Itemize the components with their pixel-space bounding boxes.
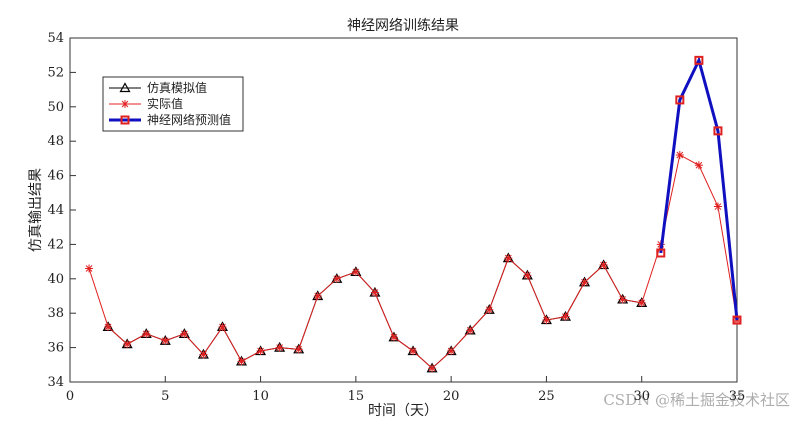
y-tick-label: 40 xyxy=(47,272,64,287)
y-tick-label: 52 xyxy=(47,65,64,80)
marker xyxy=(713,202,722,211)
marker xyxy=(694,161,703,170)
x-tick-label: 25 xyxy=(538,389,555,404)
legend-label: 神经网络预测值 xyxy=(147,112,231,127)
marker xyxy=(504,254,513,263)
marker xyxy=(409,347,418,356)
marker xyxy=(237,357,246,366)
marker xyxy=(370,288,379,297)
y-tick-label: 48 xyxy=(47,134,64,149)
x-tick-label: 5 xyxy=(161,389,169,404)
y-tick-label: 50 xyxy=(47,100,64,115)
marker xyxy=(713,126,723,136)
marker xyxy=(618,295,627,304)
marker xyxy=(447,347,456,356)
legend-label: 仿真模拟值 xyxy=(147,80,207,95)
marker xyxy=(275,343,284,352)
marker xyxy=(466,326,475,335)
x-tick-label: 20 xyxy=(443,389,460,404)
marker xyxy=(675,95,685,105)
x-tick-label: 35 xyxy=(729,389,746,404)
marker xyxy=(428,364,437,373)
marker xyxy=(580,278,589,287)
legend-marker xyxy=(119,82,131,93)
marker xyxy=(180,329,189,338)
marker xyxy=(485,305,494,314)
x-tick-label: 30 xyxy=(633,389,650,404)
marker xyxy=(694,55,704,65)
y-tick-label: 44 xyxy=(47,203,64,218)
marker xyxy=(332,274,341,283)
y-axis-label: 仿真输出结果 xyxy=(28,168,44,252)
marker xyxy=(656,248,666,258)
marker xyxy=(142,329,151,338)
marker xyxy=(637,298,646,307)
marker xyxy=(389,333,398,342)
marker xyxy=(675,150,684,159)
marker xyxy=(104,322,113,331)
marker xyxy=(561,312,570,321)
legend-marker xyxy=(121,100,129,108)
x-tick-label: 0 xyxy=(66,389,74,404)
marker xyxy=(123,340,132,349)
series-line xyxy=(659,56,739,321)
marker xyxy=(161,336,170,345)
chart-title: 神经网络训练结果 xyxy=(347,18,459,34)
marker xyxy=(294,345,303,354)
marker xyxy=(523,271,532,280)
y-tick-label: 36 xyxy=(47,341,64,356)
x-axis-label: 时间（天） xyxy=(368,403,438,419)
y-tick-label: 38 xyxy=(47,306,64,321)
marker xyxy=(218,322,227,331)
x-tick-label: 15 xyxy=(348,389,365,404)
marker xyxy=(85,264,94,273)
marker xyxy=(351,267,360,276)
marker xyxy=(199,350,208,359)
marker xyxy=(256,347,265,356)
y-tick-label: 34 xyxy=(47,375,64,390)
y-tick-label: 54 xyxy=(47,31,64,46)
marker xyxy=(599,261,608,270)
x-tick-label: 10 xyxy=(252,389,269,404)
marker xyxy=(732,315,742,325)
legend-label: 实际值 xyxy=(147,96,183,111)
marker xyxy=(542,316,551,325)
watermark: CSDN @稀土掘金技术社区 xyxy=(603,391,790,409)
y-tick-label: 42 xyxy=(47,237,64,252)
marker xyxy=(313,292,322,300)
y-tick-label: 46 xyxy=(47,169,64,184)
legend-marker xyxy=(120,115,130,125)
